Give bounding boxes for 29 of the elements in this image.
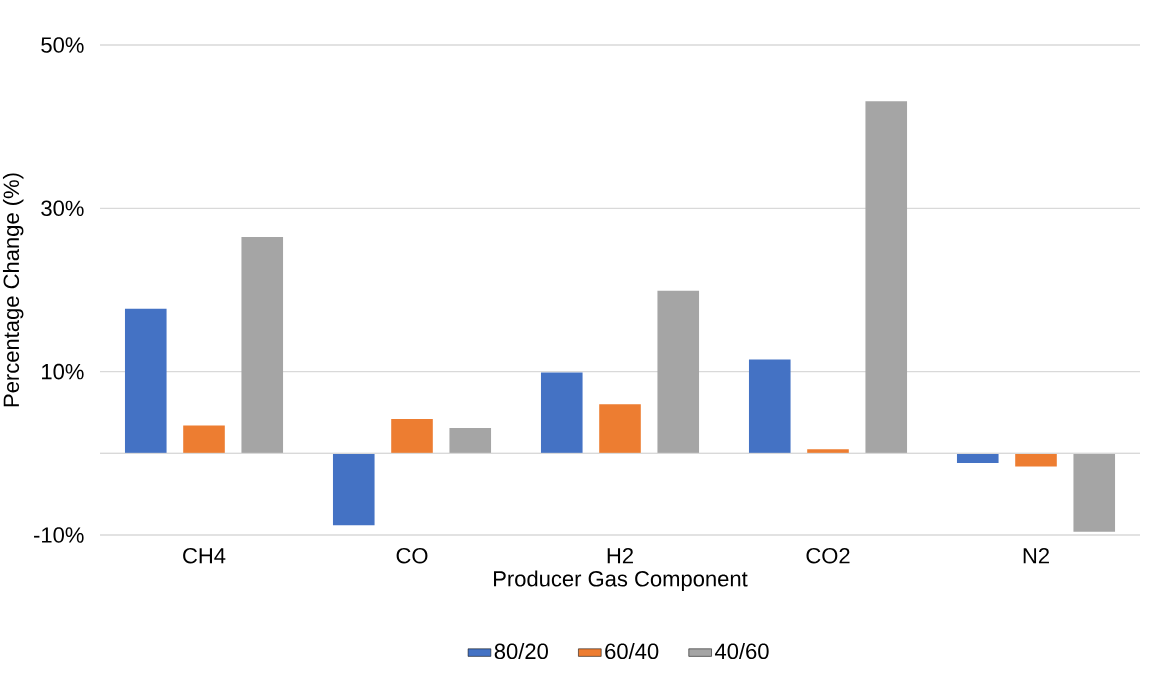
- bar: [1015, 453, 1057, 467]
- legend-label: 40/60: [714, 642, 769, 660]
- bar: [956, 453, 999, 464]
- bar: [241, 236, 284, 454]
- legend-label: 60/40: [605, 642, 659, 660]
- bar: [599, 404, 641, 454]
- bar: [865, 101, 908, 454]
- y-tick-label: 50%: [41, 37, 84, 53]
- bar: [1073, 453, 1116, 532]
- y-tick-label: 30%: [41, 200, 84, 217]
- legend-label: 80/20: [494, 642, 548, 660]
- x-tick-label: CH4: [183, 547, 226, 564]
- x-tick-label: H2: [607, 547, 633, 564]
- bar: [391, 419, 433, 454]
- x-axis-title: Producer Gas Component: [494, 570, 748, 591]
- y-tick-label: 10%: [42, 363, 84, 380]
- bar: [807, 449, 849, 454]
- bar: [540, 372, 583, 454]
- x-tick-label: CO2: [806, 547, 850, 564]
- bar: [449, 428, 492, 454]
- x-tick-label: N2: [1023, 547, 1049, 564]
- bar: [332, 453, 375, 526]
- y-axis-title: Percentage Change (%): [2, 173, 24, 407]
- bar: [124, 308, 167, 454]
- x-tick-label: CO: [396, 547, 428, 564]
- bar: [183, 425, 225, 454]
- y-tick-label: -10%: [34, 527, 84, 543]
- bar: [657, 290, 700, 454]
- bar: [748, 359, 791, 454]
